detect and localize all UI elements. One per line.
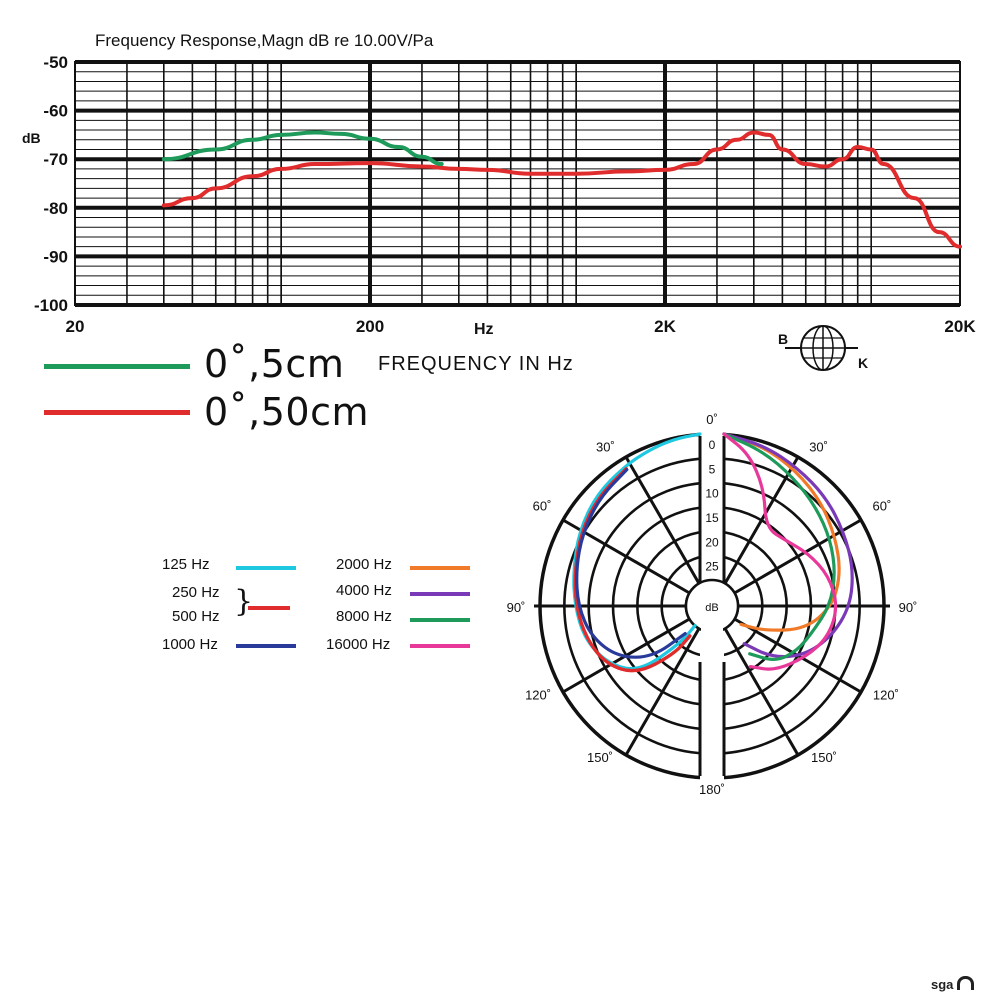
polar-legend-label: 500 Hz xyxy=(172,608,220,625)
y-axis-label: dB xyxy=(22,130,41,146)
polar-series-line-5 xyxy=(722,432,854,659)
y-tick-label: -60 xyxy=(43,102,68,121)
polar-radial-label: 25 xyxy=(705,560,719,574)
bk-logo-b: B xyxy=(778,331,788,347)
polar-center xyxy=(684,578,740,634)
bk-logo-icon: B K xyxy=(778,325,868,371)
x-tick-label: 200 xyxy=(356,317,384,336)
polar-ring xyxy=(563,457,861,755)
headphone-icon xyxy=(957,976,974,990)
polar-legend-swatch xyxy=(410,644,470,648)
polar-grid xyxy=(534,430,890,782)
polar-angle-label: 90˚ xyxy=(507,600,526,615)
polar-spoke xyxy=(733,617,862,694)
polar-angle-label: 30˚ xyxy=(809,440,828,455)
chart-grid xyxy=(74,60,961,307)
polar-legend-label: 8000 Hz xyxy=(336,608,392,625)
polar-ring xyxy=(684,578,740,634)
polar-gap-fill xyxy=(701,628,723,662)
x-unit-label: Hz xyxy=(474,321,494,338)
polar-spoke xyxy=(733,518,862,595)
polar-series-line-6 xyxy=(722,432,836,661)
polar-series-line-1 xyxy=(573,467,692,673)
polar-angle-label: 90˚ xyxy=(899,600,918,615)
fr-legend-red-label: 0˚,50cm xyxy=(204,390,370,434)
y-tick-label: -70 xyxy=(43,150,68,169)
x-axis-label: FREQUENCY IN Hz xyxy=(378,353,574,375)
polar-radial-label: 15 xyxy=(705,511,719,525)
polar-legend-label: 16000 Hz xyxy=(326,636,391,653)
polar-gap xyxy=(700,430,724,782)
fr-legend-green-label: 0˚,5cm xyxy=(204,342,345,386)
polar-series xyxy=(572,432,854,673)
polar-ring xyxy=(636,530,788,682)
polar-legend-label: 250 Hz xyxy=(172,584,220,601)
polar-radial-label: 20 xyxy=(705,535,719,549)
x-tick-label: 20 xyxy=(66,317,85,336)
polar-radial-label: 10 xyxy=(705,487,719,501)
polar-series-line-2 xyxy=(573,467,692,673)
polar-angle-label: 120˚ xyxy=(525,687,551,702)
x-tick-label: 20K xyxy=(944,317,976,336)
polar-angle-label: 60˚ xyxy=(533,499,552,514)
polar-angle-label: 120˚ xyxy=(873,687,899,702)
polar-angle-label: 180˚ xyxy=(699,782,725,797)
legend-brace-icon: } xyxy=(234,584,254,619)
y-tick-label: -50 xyxy=(43,53,68,72)
polar-spoke xyxy=(624,627,701,756)
polar-legend-swatch xyxy=(410,566,470,570)
polar-series-line-7 xyxy=(722,432,838,671)
polar-spoke xyxy=(562,617,691,694)
brand-logo-text: sga xyxy=(930,977,954,992)
polar-radial-unit: dB xyxy=(705,602,718,614)
brand-logo: sga xyxy=(931,976,974,992)
polar-ring xyxy=(587,481,837,731)
polar-series-line-4 xyxy=(722,432,841,632)
polar-center xyxy=(684,578,740,634)
polar-spoke xyxy=(723,627,800,756)
polar-legend-label: 4000 Hz xyxy=(336,582,392,599)
polar-legend-swatch xyxy=(236,644,296,648)
polar-legend-swatch xyxy=(410,618,470,622)
bk-logo-k: K xyxy=(858,355,868,371)
polar-legend-swatch xyxy=(236,566,296,570)
series-line-1 xyxy=(161,130,962,249)
polar-ring xyxy=(611,505,813,707)
fr-legend-red-swatch xyxy=(44,410,190,415)
frequency-response-chart: Frequency Response,Magn dB re 10.00V/Pa … xyxy=(22,31,976,371)
y-tick-label: -80 xyxy=(43,199,68,218)
polar-angle-label: 150˚ xyxy=(587,750,613,765)
y-tick-label: -100 xyxy=(34,296,68,315)
polar-legend-swatch xyxy=(410,592,470,596)
series-line-0 xyxy=(161,130,444,167)
chart-axis-labels: -50 -60 -70 -80 -90 -100 20 200 2K 20K xyxy=(34,53,976,336)
chart-series xyxy=(161,130,962,249)
polar-angle-label: 30˚ xyxy=(596,440,615,455)
fr-legend-green-swatch xyxy=(44,364,190,369)
plot-frame xyxy=(74,61,961,306)
polar-legend-label: 2000 Hz xyxy=(336,556,392,573)
polar-spoke xyxy=(723,456,800,585)
polar-legend-swatch xyxy=(248,606,290,610)
polar-series-line-0 xyxy=(572,432,702,671)
polar-series-line-3 xyxy=(575,468,687,659)
polar-ring xyxy=(538,432,886,780)
polar-legend-label: 125 Hz xyxy=(162,556,210,573)
polar-spoke xyxy=(624,456,701,585)
polar-radial-label: 5 xyxy=(709,462,716,476)
polar-angle-label: 150˚ xyxy=(811,750,837,765)
polar-ring xyxy=(660,554,764,658)
polar-legend-label: 1000 Hz xyxy=(162,636,218,653)
polar-radial-label: 0 xyxy=(709,438,716,452)
x-tick-label: 2K xyxy=(654,317,676,336)
polar-spoke xyxy=(562,518,691,595)
y-tick-label: -90 xyxy=(43,247,68,266)
polar-angle-label: 60˚ xyxy=(873,499,892,514)
chart-title: Frequency Response,Magn dB re 10.00V/Pa xyxy=(95,31,434,50)
